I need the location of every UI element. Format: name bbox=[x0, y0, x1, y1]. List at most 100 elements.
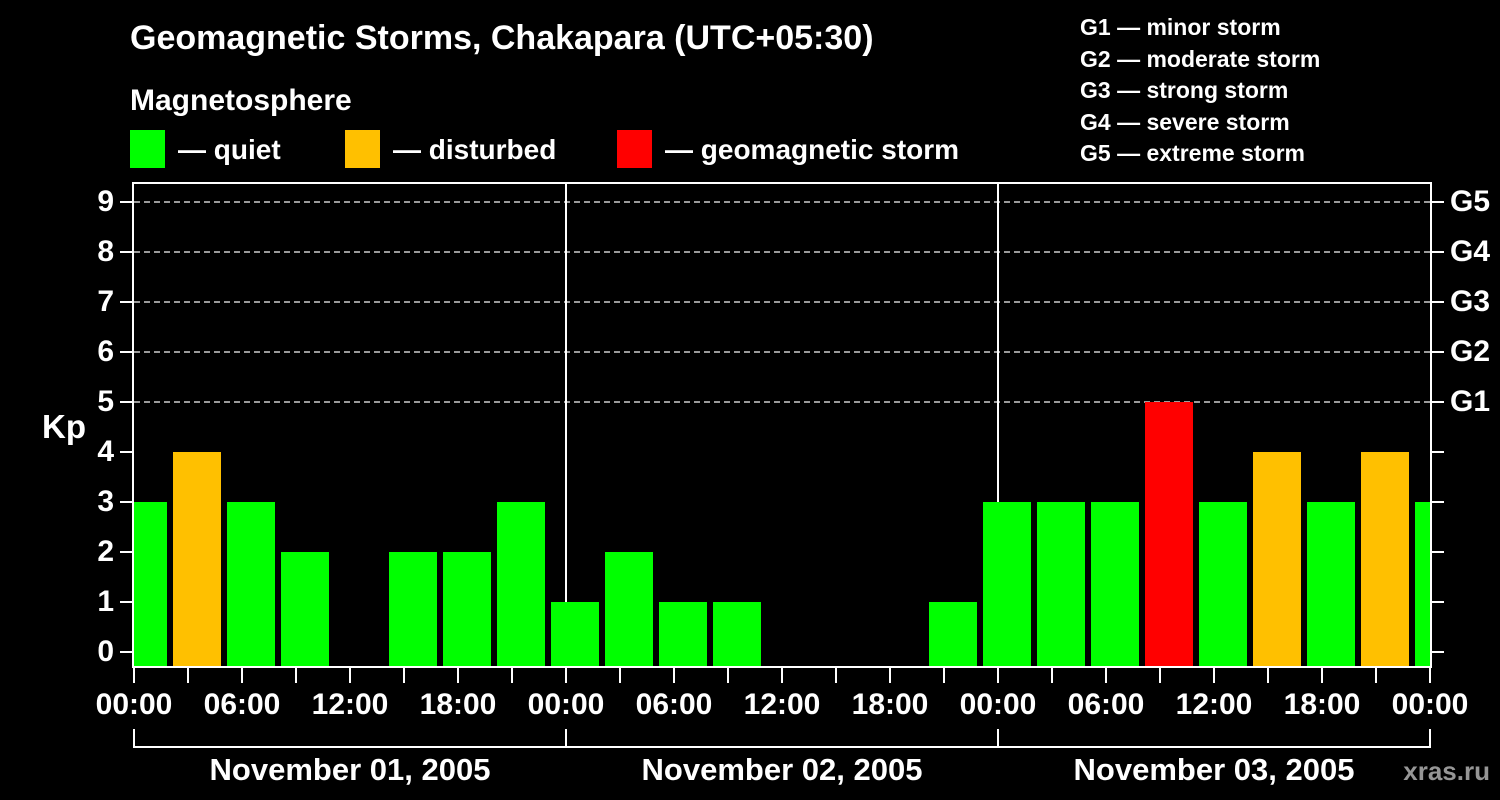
kp-bar bbox=[659, 602, 707, 666]
x-tick-label: 06:00 bbox=[1067, 688, 1145, 721]
x-axis-tick bbox=[835, 668, 837, 683]
kp-bar bbox=[1037, 502, 1085, 666]
day-separator bbox=[565, 184, 567, 666]
legend-swatch-disturbed bbox=[345, 130, 380, 168]
date-bracket-tick bbox=[565, 729, 567, 748]
y-axis-tick bbox=[120, 451, 132, 453]
x-axis-tick bbox=[943, 668, 945, 683]
gridline-kp9 bbox=[134, 201, 1430, 203]
right-axis-tick bbox=[1432, 651, 1444, 653]
day-label-2: November 02, 2005 bbox=[641, 752, 923, 787]
legend-swatch-storm bbox=[617, 130, 652, 168]
kp-bar bbox=[1415, 502, 1430, 666]
x-axis-tick bbox=[349, 668, 351, 683]
x-axis-tick bbox=[511, 668, 513, 683]
kp-bar bbox=[713, 602, 761, 666]
x-axis-tick bbox=[187, 668, 189, 683]
chart-subtitle: Magnetosphere bbox=[130, 84, 352, 117]
kp-bar bbox=[443, 552, 491, 666]
g-axis-label: G4 bbox=[1450, 235, 1491, 268]
gridline-kp8 bbox=[134, 251, 1430, 253]
watermark: xras.ru bbox=[1403, 756, 1490, 786]
kp-bar bbox=[227, 502, 275, 666]
y-axis-tick bbox=[120, 601, 132, 603]
x-axis-tick bbox=[1051, 668, 1053, 683]
x-axis-tick bbox=[997, 668, 999, 683]
g-axis-label: G5 bbox=[1450, 185, 1491, 218]
y-tick-label: 0 bbox=[97, 635, 114, 668]
legend-label-disturbed: — disturbed bbox=[393, 134, 557, 165]
y-tick-label: 5 bbox=[97, 385, 114, 418]
x-axis-tick bbox=[673, 668, 675, 683]
right-axis-tick bbox=[1432, 201, 1444, 203]
right-axis-tick bbox=[1432, 301, 1444, 303]
g-legend-line-g3: G3 — strong storm bbox=[1080, 77, 1289, 103]
date-bracket-tick bbox=[997, 729, 999, 748]
x-axis-tick bbox=[403, 668, 405, 683]
x-tick-label: 12:00 bbox=[743, 688, 821, 721]
y-axis-tick bbox=[120, 401, 132, 403]
x-axis-tick bbox=[241, 668, 243, 683]
g-axis-label: G2 bbox=[1450, 335, 1491, 368]
x-tick-label: 18:00 bbox=[851, 688, 929, 721]
g-legend-line-g2: G2 — moderate storm bbox=[1080, 45, 1321, 72]
y-tick-label: 2 bbox=[97, 535, 114, 568]
y-tick-label: 6 bbox=[97, 335, 114, 368]
kp-bar bbox=[929, 602, 977, 666]
x-tick-label: 12:00 bbox=[1175, 688, 1253, 721]
y-tick-label: 1 bbox=[97, 585, 114, 618]
plot-area bbox=[132, 182, 1432, 668]
right-axis-tick bbox=[1432, 401, 1444, 403]
right-axis-tick bbox=[1432, 451, 1444, 453]
x-axis-tick bbox=[1213, 668, 1215, 683]
g-legend-line-g4: G4 — severe storm bbox=[1080, 108, 1290, 135]
x-axis-tick bbox=[457, 668, 459, 683]
gridline-kp5 bbox=[134, 401, 1430, 403]
gridline-kp7 bbox=[134, 301, 1430, 303]
page-title: Geomagnetic Storms, Chakapara (UTC+05:30… bbox=[130, 19, 874, 57]
right-axis-tick bbox=[1432, 351, 1444, 353]
date-bracket-tick bbox=[133, 729, 135, 748]
g-scale-legend: G1 — minor storm G2 — moderate storm G3 … bbox=[1080, 12, 1320, 170]
x-axis-tick bbox=[889, 668, 891, 683]
y-axis-tick bbox=[120, 251, 132, 253]
kp-bar bbox=[1199, 502, 1247, 666]
legend-label-storm: — geomagnetic storm bbox=[665, 134, 960, 165]
day-label-1: November 01, 2005 bbox=[209, 752, 491, 787]
x-axis-tick bbox=[1159, 668, 1161, 683]
kp-bar bbox=[1361, 452, 1409, 666]
y-tick-label: 9 bbox=[97, 185, 114, 218]
x-axis-tick bbox=[565, 668, 567, 683]
gridline-kp6 bbox=[134, 351, 1430, 353]
right-axis-tick bbox=[1432, 501, 1444, 503]
legend-label-quiet: — quiet bbox=[178, 134, 281, 165]
g-axis-label: G3 bbox=[1450, 285, 1491, 318]
right-axis-tick bbox=[1432, 551, 1444, 553]
legend-swatch-quiet bbox=[130, 130, 165, 168]
x-tick-label: 00:00 bbox=[1391, 688, 1469, 721]
x-axis-tick bbox=[1375, 668, 1377, 683]
kp-bar bbox=[281, 552, 329, 666]
y-tick-label: 4 bbox=[97, 435, 114, 468]
x-tick-label: 18:00 bbox=[419, 688, 497, 721]
kp-bar bbox=[983, 502, 1031, 666]
x-axis-tick bbox=[1321, 668, 1323, 683]
y-axis-tick bbox=[120, 351, 132, 353]
y-tick-label: 7 bbox=[97, 285, 114, 318]
x-tick-label: 06:00 bbox=[203, 688, 281, 721]
kp-bar bbox=[1307, 502, 1355, 666]
y-axis-tick bbox=[120, 501, 132, 503]
x-axis-tick bbox=[1267, 668, 1269, 683]
kp-bar bbox=[173, 452, 221, 666]
x-axis-tick bbox=[295, 668, 297, 683]
x-axis-tick bbox=[1105, 668, 1107, 683]
x-axis-tick bbox=[1429, 668, 1431, 683]
g-legend-line-g5: G5 — extreme storm bbox=[1080, 140, 1305, 166]
kp-bar bbox=[134, 502, 167, 666]
x-axis-tick bbox=[781, 668, 783, 683]
kp-bar bbox=[1253, 452, 1301, 666]
y-tick-label: 3 bbox=[97, 485, 114, 518]
x-axis-tick bbox=[727, 668, 729, 683]
date-bracket-tick bbox=[1429, 729, 1431, 748]
x-tick-label: 06:00 bbox=[635, 688, 713, 721]
